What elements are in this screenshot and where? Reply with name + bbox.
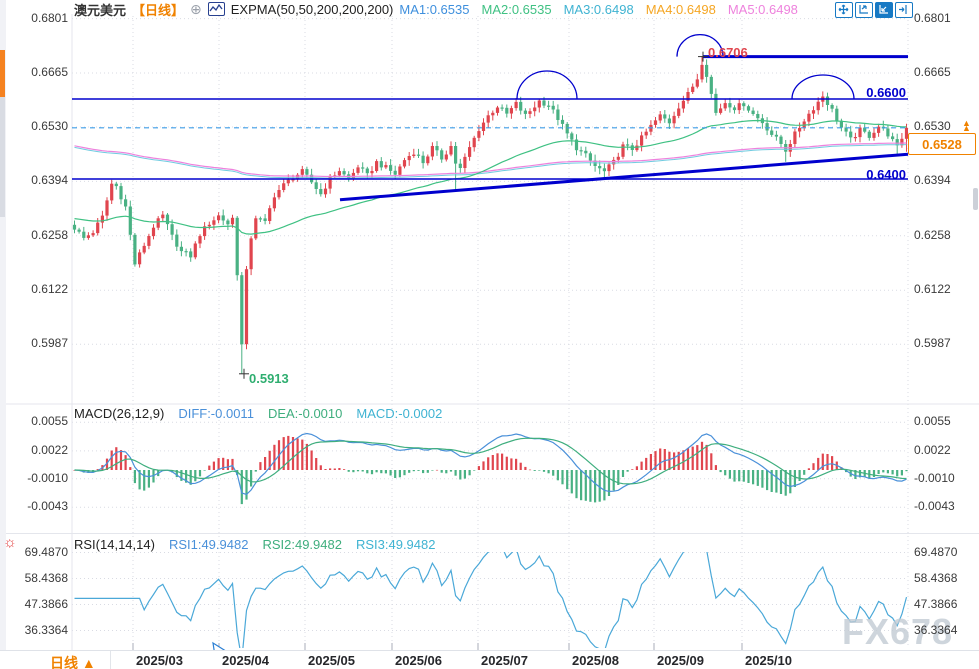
rsi-header: RSI(14,14,14) RSI1:49.9482 RSI2:49.9482 …: [74, 537, 435, 552]
month-label: 2025/08: [572, 653, 619, 668]
axis-tick-label-right: 0.6665: [914, 65, 951, 79]
axis-tick-label-left: 0.0055: [31, 414, 68, 429]
month-label: 2025/05: [308, 653, 355, 668]
axis-tick-label-right: 0.6801: [914, 10, 951, 25]
axis-tick-label-right: 47.3866: [914, 596, 958, 611]
month-label: 2025/04: [222, 653, 269, 668]
axis-tick-label-right: 0.6122: [914, 282, 951, 297]
right-scrollbar-thumb[interactable]: [973, 188, 978, 210]
macd-header: MACD(26,12,9) DIFF:-0.0011 DEA:-0.0010 M…: [74, 406, 442, 421]
axis-tick-label-left: 0.0022: [31, 442, 68, 457]
axis-tick-label-right: 58.4368: [914, 570, 958, 585]
ma-legend-value: MA1:0.6535: [399, 1, 470, 17]
axis-tick-label-right: -0.0043: [914, 499, 955, 514]
watermark: FX678: [842, 611, 954, 652]
chart-toolbar: [835, 2, 913, 18]
rsi1-value: RSI1:49.9482: [168, 537, 249, 552]
axis-tick-label-left: 69.4870: [24, 544, 68, 559]
period-tag[interactable]: 【日线】: [132, 2, 185, 18]
left-strip-gray-segment: [0, 97, 5, 217]
axis-tick-label-left: -0.0043: [27, 499, 68, 514]
month-label: 2025/07: [481, 653, 528, 668]
axis-tick-label-right: 0.0055: [914, 414, 951, 429]
axis-tick-label-right: 69.4870: [914, 544, 958, 559]
axis-tick-label-left: 0.6530: [31, 119, 68, 133]
axis-tick-label-left: 58.4368: [24, 570, 68, 585]
indicator-chart-icon: [207, 2, 225, 16]
axis-tick-label-left: -0.0010: [27, 470, 68, 485]
rsi3-value: RSI3:49.9482: [355, 537, 436, 552]
rsi-title: RSI(14,14,14): [74, 537, 155, 552]
axis-tick-label-left: 0.6122: [31, 282, 68, 297]
ma-legend-value: MA4:0.6498: [645, 1, 716, 17]
axis-tick-label-left: 0.6801: [31, 10, 68, 25]
axis-tick-label-right: -0.0010: [914, 470, 955, 485]
axis-tick-label-left: 0.5987: [31, 336, 68, 351]
macd-title: MACD(26,12,9): [74, 406, 165, 421]
month-label: 2025/03: [136, 653, 183, 668]
axis-tick-label-right: 0.0022: [914, 442, 951, 457]
axis-tick-label-right: 36.3364: [914, 622, 958, 637]
axis-tick-label-left: 36.3364: [24, 622, 68, 637]
left-strip-orange-segment: [0, 50, 5, 97]
upper-level-label: 0.6600: [866, 85, 906, 100]
axis-tick-label-right: 0.6530: [914, 119, 951, 133]
swing-low-label: 0.5913: [249, 371, 289, 386]
collapse-right-icon[interactable]: [895, 2, 913, 18]
ma-legend-value: MA2:0.6535: [481, 1, 552, 17]
bottom-bar-divider: [110, 651, 111, 669]
ma-legend: MA1:0.6535 MA2:0.6535 MA3:0.6498 MA4:0.6498…: [399, 2, 798, 17]
macd-macd-value: MACD:-0.0002: [356, 406, 443, 421]
macd-diff-value: DIFF:-0.0011: [178, 406, 254, 421]
time-axis-bar: 日线 ▲ 2025/03 2025/04 2025/05 2025/06 2025/07…: [0, 650, 979, 669]
add-indicator-icon[interactable]: ⊕: [190, 0, 202, 17]
ma-legend-value: MA5:0.6498: [727, 1, 798, 17]
month-label: 2025/06: [395, 653, 442, 668]
axis-tick-label-right: 0.5987: [914, 336, 951, 351]
left-scroll-strip[interactable]: [0, 0, 6, 650]
rsi2-value: RSI2:49.9482: [262, 537, 342, 552]
chart-header: 澳元美元 【日线】 ⊕ EXPMA(50,50,200,200,200) MA1…: [74, 0, 798, 18]
month-label: 2025/10: [745, 653, 792, 668]
ma-legend-value: MA3:0.6498: [563, 1, 634, 17]
resistance-label: 0.6706: [708, 45, 748, 60]
axis-zoom-icon[interactable]: [855, 2, 873, 18]
current-price-box: 0.6528: [908, 133, 976, 155]
symbol-title: 澳元美元: [74, 2, 127, 18]
axis-tick-label-left: 0.6394: [31, 173, 68, 188]
axis-tick-label-right: 0.6394: [914, 173, 951, 188]
lower-level-label: 0.6400: [866, 167, 906, 182]
axis-tick-label-left: 47.3866: [24, 596, 68, 611]
price-up-arrow-icon: ▲ ▲: [962, 118, 971, 133]
period-selector[interactable]: 日线 ▲: [50, 655, 96, 669]
axis-tick-label-left: 0.6258: [31, 227, 68, 242]
axis-tick-label-right: 0.6258: [914, 227, 951, 242]
indicator-settings-icon[interactable]: ☼: [3, 534, 17, 551]
axis-tick-label-left: 0.6665: [31, 65, 68, 79]
macd-dea-value: DEA:-0.0010: [267, 406, 343, 421]
month-label: 2025/09: [657, 653, 704, 668]
indicator-name: EXPMA(50,50,200,200,200): [230, 1, 394, 17]
pan-icon[interactable]: [835, 2, 853, 18]
axis-scale-icon[interactable]: [875, 2, 893, 18]
